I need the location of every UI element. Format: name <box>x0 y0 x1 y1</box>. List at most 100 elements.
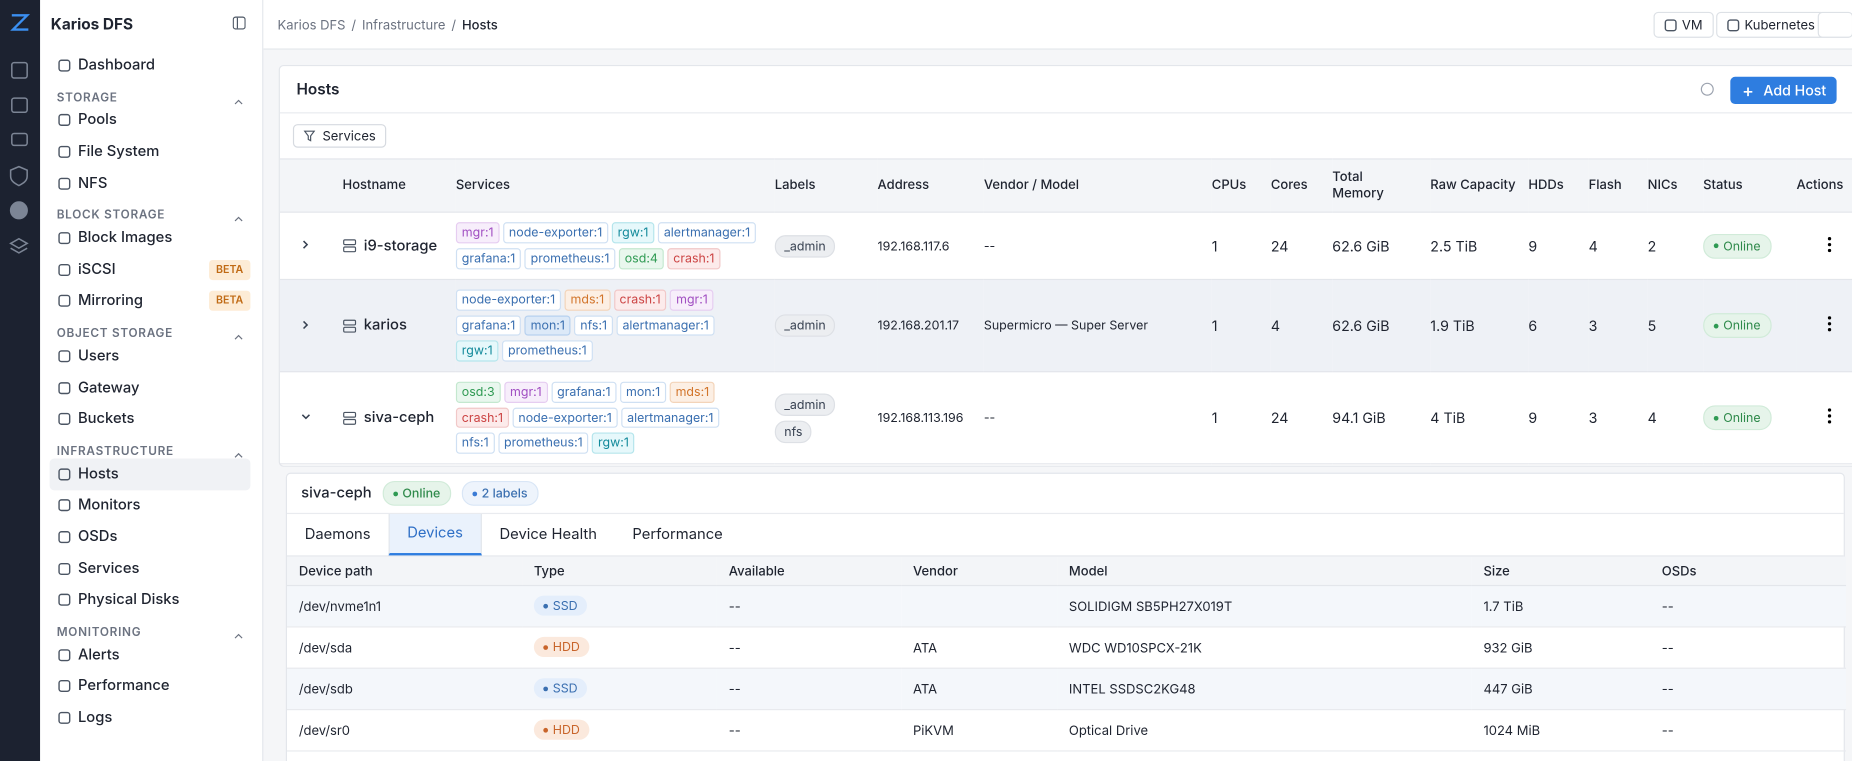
hostname-text: karios <box>363 316 407 335</box>
thead: Hostname Services Labels Address Vendor / Mo… <box>279 158 1852 213</box>
service-tag: rgw:1 <box>592 432 635 454</box>
hostname: siva-ceph <box>343 409 456 427</box>
status-pill: Online <box>1703 405 1772 431</box>
nav-label: Physical Disks <box>77 590 180 609</box>
service-tag: grafana:1 <box>455 248 522 270</box>
nav-item[interactable]: OSDs <box>40 521 250 552</box>
section-title: STORAGE <box>56 90 118 105</box>
icon <box>58 468 71 481</box>
hostname-text: siva-ceph <box>363 408 435 427</box>
nav-item[interactable]: Alerts <box>40 639 250 670</box>
column-header: Address <box>877 158 984 213</box>
expand-toggle[interactable] <box>279 212 343 281</box>
nav-item[interactable]: Block Images <box>40 223 250 254</box>
nav-item[interactable]: Monitors <box>40 490 250 521</box>
section-title: INFRASTRUCTURE <box>56 444 174 459</box>
label-chip: nfs <box>774 420 812 443</box>
nav-item[interactable]: Hosts <box>49 458 251 490</box>
nav-item[interactable]: Users <box>40 341 250 372</box>
actions-menu[interactable] <box>1796 371 1852 465</box>
nav-section[interactable]: MONITORING <box>40 616 262 640</box>
breadcrumb[interactable]: Infrastructure <box>362 15 446 33</box>
actions-menu[interactable] <box>1796 212 1852 281</box>
nav-item[interactable]: Mirroring BETA <box>40 285 251 316</box>
header-row: Device path Type Available Vendor Model Size O… <box>287 556 1847 586</box>
labels-cell: _admin <box>774 279 878 373</box>
labels-cell: _admin nfs <box>774 371 878 465</box>
actions-menu[interactable] <box>1796 279 1852 373</box>
nav-item[interactable]: iSCSI BETA <box>40 254 251 285</box>
chevron <box>234 217 243 222</box>
nav-item[interactable]: Services <box>40 553 250 584</box>
nav-item[interactable]: Pools <box>40 105 250 136</box>
device-cell: /dev/sr0 <box>287 709 523 751</box>
service-tag: mds:1 <box>564 289 611 311</box>
icon <box>58 232 71 245</box>
card-title: Hosts <box>296 79 340 99</box>
cpus-cell: 1 <box>1211 279 1271 373</box>
nav-item[interactable]: NFS <box>40 168 250 199</box>
host-row[interactable]: i9-storage mgr:1 node-exporter:1 rgw:1 alert… <box>279 212 1852 281</box>
help-icon <box>1700 82 1714 96</box>
help-button[interactable] <box>1817 11 1852 38</box>
service-tag: node-exporter:1 <box>455 289 562 311</box>
host-row[interactable]: karios node-exporter:1 mds:1 crash:1 mgr:1 gr… <box>279 279 1852 373</box>
tab[interactable]: Daemons <box>304 525 371 544</box>
nav-section[interactable]: OBJECT STORAGE <box>40 317 262 341</box>
nav-label: Block Images <box>77 229 173 248</box>
section-title: MONITORING <box>56 625 142 640</box>
breadcrumb-separator: / <box>451 15 457 33</box>
cores-cell: 24 <box>1270 371 1333 465</box>
flash-cell: 4 <box>1588 212 1648 281</box>
hostname: i9-storage <box>343 237 456 255</box>
nav-item[interactable]: Performance <box>40 671 250 702</box>
vendor-cell: -- <box>983 212 1212 281</box>
device-row: /dev/nvme1n1 SSD -- SOLIDIGM SB5PH27X019T 1.… <box>287 584 1847 627</box>
filter-button[interactable]: Services <box>292 124 387 148</box>
collapse-button[interactable] <box>232 15 246 34</box>
nav-item[interactable]: Buckets <box>40 403 250 434</box>
nav-section[interactable]: BLOCK STORAGE <box>40 199 262 223</box>
nav-item[interactable]: Dashboard <box>40 50 250 81</box>
nav-label: Pools <box>77 111 117 130</box>
nav-item[interactable]: File System <box>40 136 250 167</box>
top-button[interactable]: Kubernetes <box>1716 11 1826 38</box>
tab[interactable]: Device Health <box>499 525 597 544</box>
chevron <box>234 633 243 639</box>
nav-label: NFS <box>77 174 108 193</box>
host-row[interactable]: siva-ceph osd:3 mgr:1 grafana:1 mon:1 mds:1 cr… <box>279 371 1852 465</box>
nav-section[interactable]: INFRASTRUCTURE <box>40 435 262 459</box>
breadcrumb: Hosts <box>461 15 498 33</box>
column-header: Services <box>455 158 775 213</box>
type-badge: SSD <box>533 678 588 699</box>
nav-label: File System <box>77 142 160 161</box>
hostname-text: i9-storage <box>363 236 438 255</box>
top-button[interactable]: VM <box>1653 11 1714 38</box>
column-header: Model <box>1057 556 1472 586</box>
breadcrumb-separator: / <box>351 15 357 33</box>
tab[interactable]: Performance <box>632 525 723 544</box>
column-header: Actions <box>1796 158 1852 213</box>
service-tag: mon:1 <box>524 315 571 336</box>
expand-toggle[interactable] <box>279 371 343 465</box>
nav-label: Mirroring <box>77 292 144 311</box>
device-cell: 447 GiB <box>1471 667 1650 710</box>
nav-label: Monitors <box>77 496 141 515</box>
expand-toggle[interactable] <box>279 279 343 373</box>
icon <box>58 413 71 426</box>
device-cell: -- <box>716 626 902 669</box>
tab[interactable]: Devices <box>388 514 482 556</box>
nav-section[interactable]: STORAGE <box>40 81 262 105</box>
nav-item[interactable]: Logs <box>40 702 250 733</box>
add-host-button[interactable]: + Add Host <box>1730 76 1837 104</box>
hosts-table: Hostname Services Labels Address Vendor / Mo… <box>279 158 1852 465</box>
nics-cell: 2 <box>1647 212 1704 281</box>
nav-item[interactable]: Physical Disks <box>40 584 250 615</box>
nics-cell: 5 <box>1647 279 1704 373</box>
breadcrumb[interactable]: Karios DFS <box>277 15 346 33</box>
tbody: /dev/nvme1n1 SSD -- SOLIDIGM SB5PH27X019T 1.… <box>287 584 1847 751</box>
nav-item[interactable]: Gateway <box>40 372 250 403</box>
capacity-cell: 4 TiB <box>1430 371 1529 465</box>
device-cell: -- <box>716 667 902 710</box>
